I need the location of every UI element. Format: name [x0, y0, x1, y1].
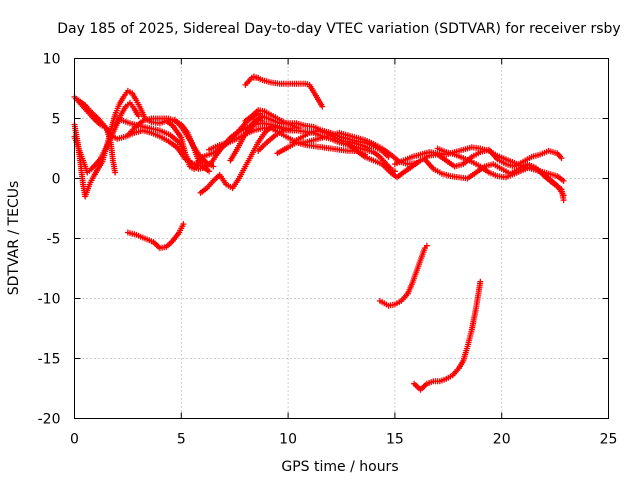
x-axis-label: GPS time / hours: [281, 459, 398, 475]
y-tick-label: 0: [52, 172, 61, 188]
y-tick-label: -5: [47, 232, 61, 248]
data-point: [366, 145, 373, 152]
data-point: [180, 221, 187, 228]
grid-lines: [74, 58, 609, 419]
series-arc-12: [227, 116, 266, 164]
series-arc-22: [124, 221, 187, 252]
data-point: [210, 163, 217, 170]
x-tick-label: 15: [386, 432, 404, 448]
data-point: [112, 169, 119, 176]
x-tick-label: 0: [70, 432, 79, 448]
data-point: [289, 125, 296, 132]
series-arc-20: [421, 156, 567, 204]
x-tick-label: 25: [600, 432, 618, 448]
series-arc-24: [411, 278, 484, 393]
series-arc-5: [75, 97, 213, 175]
y-tick-label: -15: [38, 352, 61, 368]
data-series: [71, 73, 567, 393]
data-point: [319, 103, 326, 110]
series-arc-13: [255, 125, 296, 154]
data-point: [206, 168, 213, 175]
x-tick-labels: 0 5 10 15 20 25: [70, 432, 617, 448]
series-arc-17: [289, 127, 373, 152]
data-point: [255, 74, 262, 81]
data-point: [259, 117, 266, 124]
y-axis-label: SDTVAR / TECUs: [6, 181, 22, 296]
x-tick-label: 5: [177, 432, 186, 448]
x-tick-label: 10: [279, 432, 297, 448]
series-arc-23: [376, 242, 430, 309]
series-arc-11: [242, 107, 302, 132]
data-point: [295, 125, 302, 132]
y-tick-label: -10: [38, 292, 61, 308]
series-arc-7: [171, 116, 217, 170]
data-point: [558, 155, 565, 162]
x-tick-label: 20: [493, 432, 511, 448]
data-point: [560, 177, 567, 184]
data-point: [135, 113, 142, 120]
series-arc-21: [434, 145, 567, 199]
data-point: [477, 278, 484, 285]
data-point: [560, 192, 567, 199]
y-tick-label: 5: [52, 112, 61, 128]
series-arc-15: [242, 74, 262, 88]
axis-ticks: [74, 58, 609, 419]
y-tick-label: -20: [38, 412, 61, 428]
y-tick-labels: -20 -15 -10 -5 0 5 10: [38, 52, 61, 428]
data-point: [423, 242, 430, 249]
y-tick-label: 10: [43, 52, 61, 68]
chart-title: Day 185 of 2025, Sidereal Day-to-day VTE…: [57, 21, 620, 37]
series-arc-16: [274, 129, 420, 168]
